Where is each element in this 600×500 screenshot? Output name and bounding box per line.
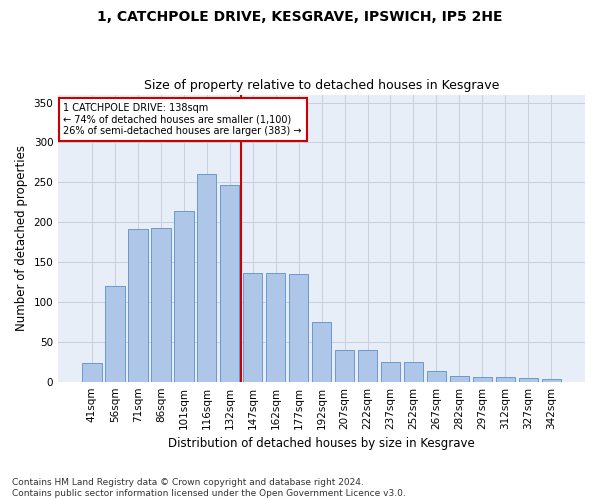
- Bar: [197, 174, 217, 382]
- Bar: [128, 228, 148, 382]
- Bar: [473, 377, 492, 382]
- Y-axis label: Number of detached properties: Number of detached properties: [15, 145, 28, 331]
- Bar: [174, 211, 194, 382]
- Bar: [335, 350, 355, 382]
- Bar: [449, 376, 469, 382]
- Text: 1, CATCHPOLE DRIVE, KESGRAVE, IPSWICH, IP5 2HE: 1, CATCHPOLE DRIVE, KESGRAVE, IPSWICH, I…: [97, 10, 503, 24]
- Bar: [289, 274, 308, 382]
- Bar: [404, 362, 423, 382]
- Bar: [266, 273, 286, 382]
- Bar: [496, 377, 515, 382]
- Bar: [105, 286, 125, 382]
- Bar: [427, 370, 446, 382]
- Title: Size of property relative to detached houses in Kesgrave: Size of property relative to detached ho…: [144, 79, 499, 92]
- Bar: [542, 380, 561, 382]
- Bar: [358, 350, 377, 382]
- Bar: [151, 228, 170, 382]
- Bar: [220, 184, 239, 382]
- Bar: [312, 322, 331, 382]
- Bar: [82, 362, 101, 382]
- Bar: [518, 378, 538, 382]
- Bar: [381, 362, 400, 382]
- Text: Contains HM Land Registry data © Crown copyright and database right 2024.
Contai: Contains HM Land Registry data © Crown c…: [12, 478, 406, 498]
- Text: 1 CATCHPOLE DRIVE: 138sqm
← 74% of detached houses are smaller (1,100)
26% of se: 1 CATCHPOLE DRIVE: 138sqm ← 74% of detac…: [64, 103, 302, 136]
- Bar: [243, 273, 262, 382]
- X-axis label: Distribution of detached houses by size in Kesgrave: Distribution of detached houses by size …: [168, 437, 475, 450]
